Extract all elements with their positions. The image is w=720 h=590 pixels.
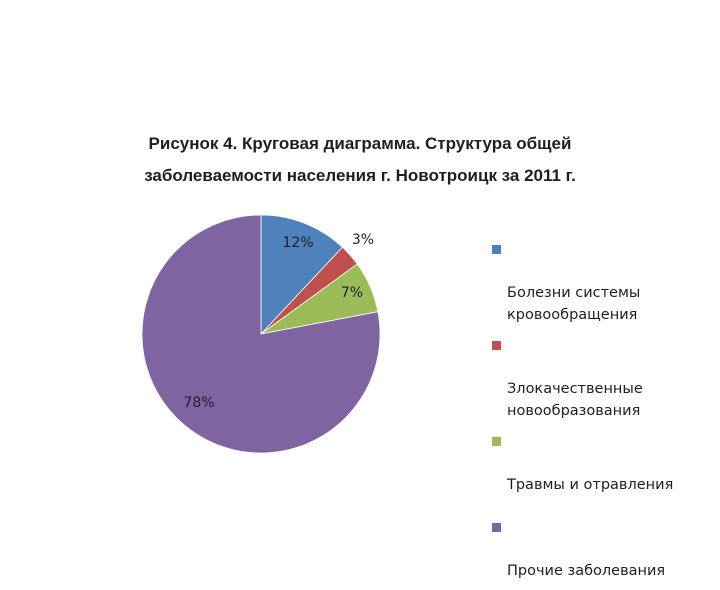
data-label-injuries: 7% <box>341 285 363 301</box>
data-label-other: 78% <box>183 395 214 411</box>
chart-title: Рисунок 4. Круговая диаграмма. Структура… <box>40 128 680 192</box>
legend-item-neoplasms: Злокачественные новообразования <box>492 334 712 422</box>
data-label-circulatory: 12% <box>282 235 313 251</box>
legend-swatch-injuries <box>492 437 501 446</box>
legend-item-other: Прочие заболевания <box>492 516 712 582</box>
legend-swatch-other <box>492 523 501 532</box>
legend-swatch-neoplasms <box>492 341 501 350</box>
legend-label-neoplasms: Злокачественные новообразования <box>507 381 643 419</box>
legend-item-injuries: Травмы и отравления <box>492 430 712 496</box>
chart-title-line-2: заболеваемости населения г. Новотроицк з… <box>144 166 576 185</box>
pie-slice-other <box>141 214 381 454</box>
pie-chart: 12% 3% 7% 78% <box>141 214 381 454</box>
legend: Болезни системы кровообращения Злокачест… <box>492 238 712 590</box>
data-label-neoplasms: 3% <box>352 232 374 248</box>
legend-label-injuries: Травмы и отравления <box>507 477 674 493</box>
legend-label-other: Прочие заболевания <box>507 563 666 579</box>
legend-item-circulatory: Болезни системы кровообращения <box>492 238 712 326</box>
pie-slice-circulatory <box>260 214 344 336</box>
chart-title-line-1: Рисунок 4. Круговая диаграмма. Структура… <box>148 134 572 153</box>
legend-label-circulatory: Болезни системы кровообращения <box>507 285 641 323</box>
legend-swatch-circulatory <box>492 245 501 254</box>
